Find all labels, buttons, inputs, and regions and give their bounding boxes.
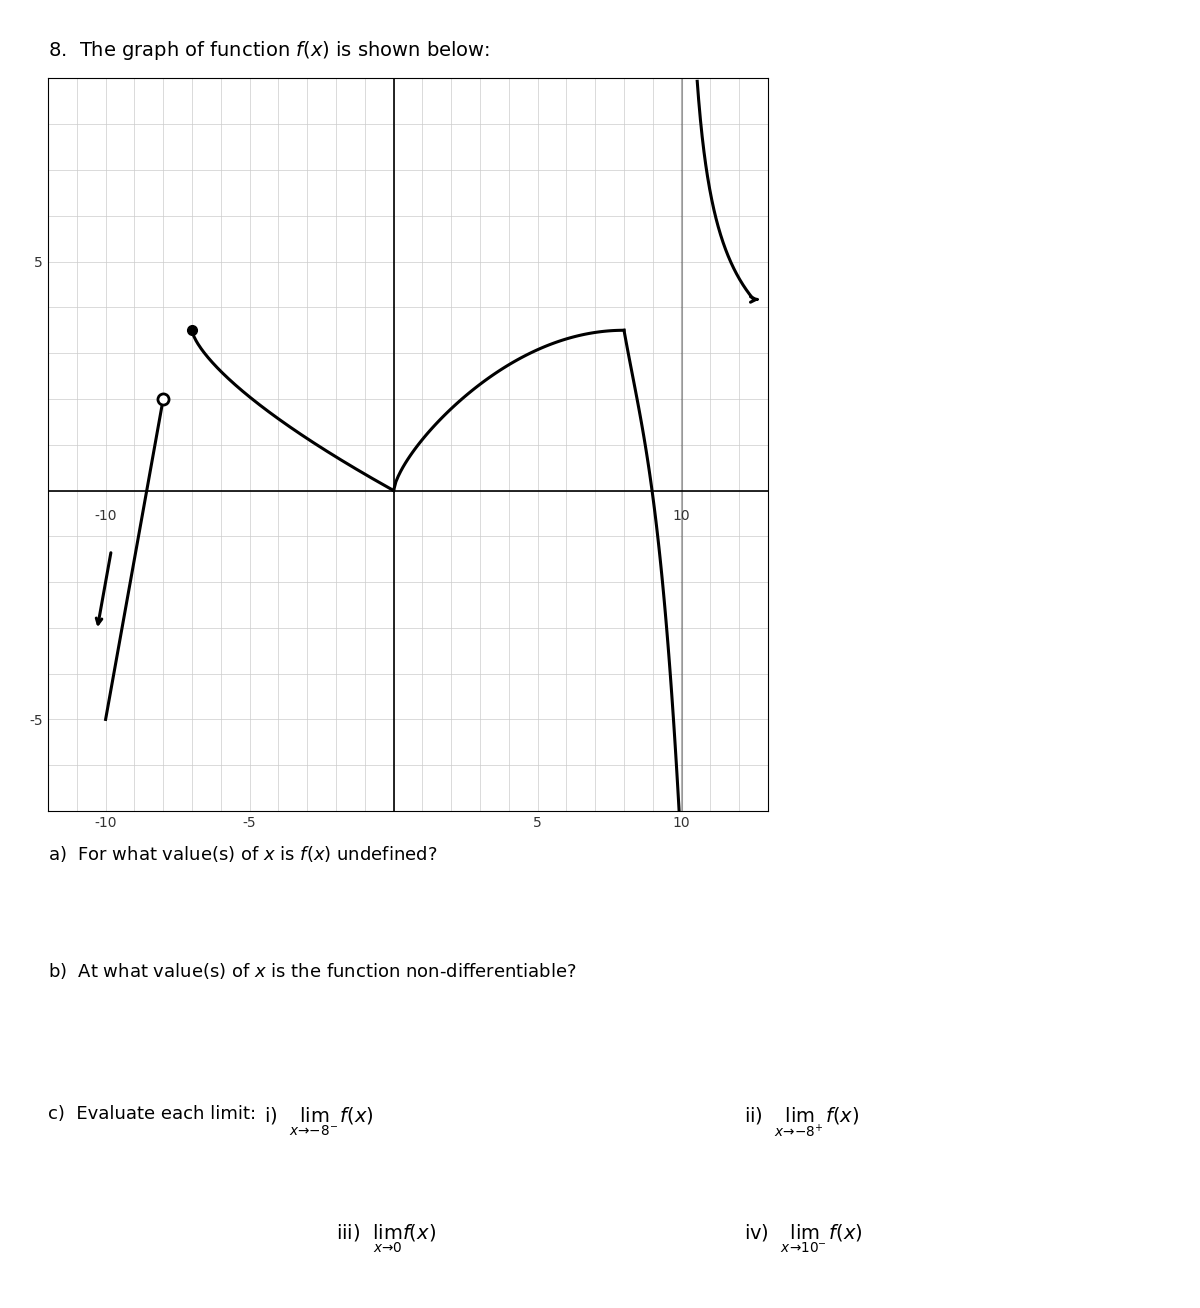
Text: 8.  The graph of function $f(x)$ is shown below:: 8. The graph of function $f(x)$ is shown… (48, 39, 490, 63)
Text: iv)  $\lim_{x \to 10^-} f(x)$: iv) $\lim_{x \to 10^-} f(x)$ (744, 1223, 863, 1256)
Text: b)  At what value(s) of $x$ is the function non-differentiable?: b) At what value(s) of $x$ is the functi… (48, 961, 576, 981)
Text: -10: -10 (95, 509, 116, 523)
Text: ii)  $\lim_{x \to -8^+} f(x)$: ii) $\lim_{x \to -8^+} f(x)$ (744, 1105, 859, 1139)
Text: iii)  $\lim_{x \to 0} f(x)$: iii) $\lim_{x \to 0} f(x)$ (336, 1223, 436, 1256)
Text: i)  $\lim_{x \to -8^-} f(x)$: i) $\lim_{x \to -8^-} f(x)$ (264, 1105, 373, 1138)
Text: a)  For what value(s) of $x$ is $f(x)$ undefined?: a) For what value(s) of $x$ is $f(x)$ un… (48, 844, 437, 863)
Text: c)  Evaluate each limit:: c) Evaluate each limit: (48, 1105, 256, 1124)
Text: 10: 10 (673, 509, 690, 523)
